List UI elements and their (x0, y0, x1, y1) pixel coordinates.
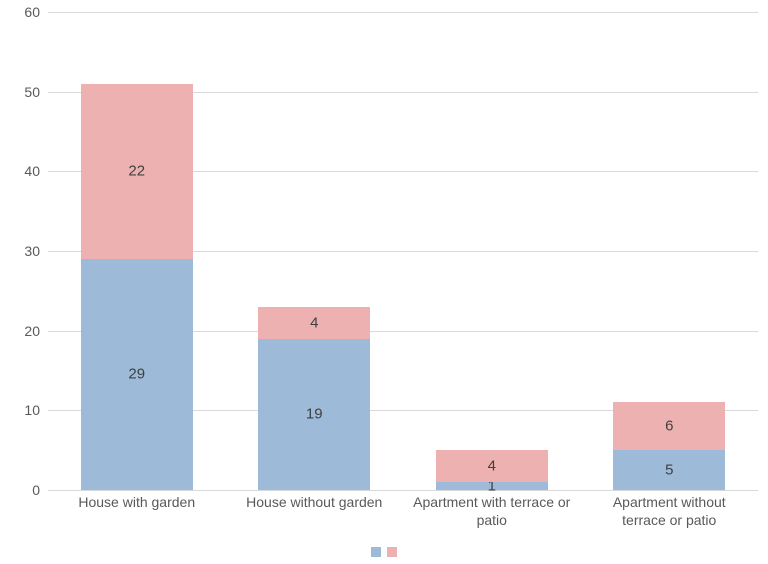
y-tick-label: 50 (0, 84, 40, 100)
y-tick-label: 0 (0, 482, 40, 498)
x-tick-label: House with garden (57, 494, 217, 512)
housing-chart: 2922 194 1456 0 10 20 30 40 50 60 House with gar… (0, 0, 768, 564)
bar-segment (436, 482, 548, 490)
y-tick-label: 40 (0, 163, 40, 179)
legend-swatch (371, 547, 381, 557)
plot-area: 2922 194 1456 (48, 12, 758, 490)
bars-layer: 2922 194 1456 (48, 12, 758, 490)
bar-segment (613, 402, 725, 450)
bar-segment (81, 259, 193, 490)
gridline (48, 490, 758, 491)
bar-group: 56 (613, 12, 725, 490)
bar-group: 14 (436, 12, 548, 490)
y-tick-label: 10 (0, 402, 40, 418)
x-tick-label: House without garden (234, 494, 394, 512)
bar-segment (81, 84, 193, 259)
bar-segment (258, 307, 370, 339)
bar-segment (436, 450, 548, 482)
bar-group: 194 (258, 12, 370, 490)
bar-segment (613, 450, 725, 490)
x-tick-label: Apartment with terrace or patio (412, 494, 572, 529)
bar-group: 2922 (81, 12, 193, 490)
legend-swatch (387, 547, 397, 557)
x-tick-label: Apartment without terrace or patio (589, 494, 749, 529)
y-tick-label: 30 (0, 243, 40, 259)
y-tick-label: 60 (0, 4, 40, 20)
legend (0, 543, 768, 561)
bar-segment (258, 339, 370, 490)
y-tick-label: 20 (0, 323, 40, 339)
